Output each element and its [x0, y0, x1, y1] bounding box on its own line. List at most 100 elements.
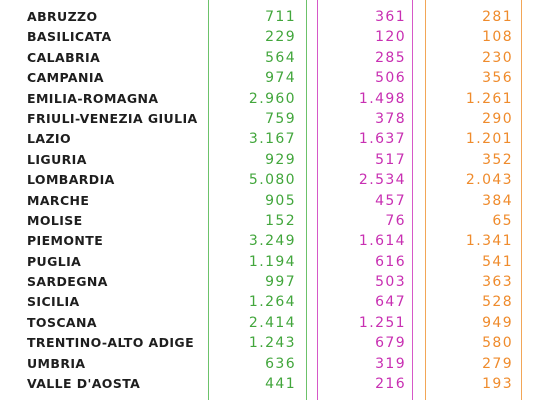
- region-name: UMBRIA: [27, 355, 86, 371]
- value-green: 905: [265, 192, 296, 209]
- value-green: 636: [265, 355, 296, 372]
- table-row: ABRUZZO 711 361 281: [0, 7, 545, 27]
- value-green: 3.249: [248, 233, 296, 250]
- value-green: 929: [265, 151, 296, 168]
- table-row: TRENTINO-ALTO ADIGE 1.243 679 580: [0, 333, 545, 353]
- value-magenta: 647: [375, 294, 406, 311]
- region-name: PUGLIA: [27, 253, 82, 269]
- table-row: CALABRIA 564 285 230: [0, 48, 545, 68]
- value-green: 441: [265, 376, 296, 393]
- value-magenta: 319: [375, 355, 406, 372]
- region-name: FRIULI-VENEZIA GIULIA: [27, 110, 198, 126]
- column-frame-orange: [425, 0, 522, 400]
- value-magenta: 120: [375, 29, 406, 46]
- table-row: PIEMONTE 3.249 1.614 1.341: [0, 231, 545, 251]
- value-green: 2.960: [248, 90, 296, 107]
- table-row: UMBRIA 636 319 279: [0, 354, 545, 374]
- value-magenta: 1.614: [358, 233, 406, 250]
- value-magenta: 679: [375, 335, 406, 352]
- table-row: PUGLIA 1.194 616 541: [0, 252, 545, 272]
- value-orange: 2.043: [465, 172, 513, 189]
- value-magenta: 457: [375, 192, 406, 209]
- column-frame-magenta: [317, 0, 413, 400]
- value-orange: 281: [482, 9, 513, 25]
- table-row: LAZIO 3.167 1.637 1.201: [0, 129, 545, 149]
- region-name: LOMBARDIA: [27, 172, 115, 188]
- value-orange: 528: [482, 294, 513, 311]
- region-name: TRENTINO-ALTO ADIGE: [27, 335, 195, 351]
- table-row: FRIULI-VENEZIA GIULIA 759 378 290: [0, 109, 545, 129]
- table-row: BASILICATA 229 120 108: [0, 27, 545, 47]
- value-magenta: 2.534: [358, 172, 406, 189]
- table-row: CAMPANIA 974 506 356: [0, 68, 545, 88]
- value-orange: 279: [482, 355, 513, 372]
- value-green: 152: [265, 212, 296, 229]
- table-row: SARDEGNA 997 503 363: [0, 272, 545, 292]
- value-green: 759: [265, 110, 296, 127]
- region-name: PIEMONTE: [27, 233, 104, 249]
- region-name: SARDEGNA: [27, 274, 108, 290]
- region-name: LIGURIA: [27, 151, 87, 167]
- value-magenta: 1.637: [358, 131, 406, 148]
- region-name: VALLE D'AOSTA: [27, 376, 141, 392]
- region-name: BASILICATA: [27, 29, 112, 45]
- value-magenta: 517: [375, 151, 406, 168]
- region-name: ABRUZZO: [27, 9, 98, 24]
- value-magenta: 503: [375, 274, 406, 291]
- table-row: EMILIA-ROMAGNA 2.960 1.498 1.261: [0, 89, 545, 109]
- value-magenta: 285: [375, 49, 406, 66]
- value-green: 1.264: [248, 294, 296, 311]
- value-green: 1.194: [248, 253, 296, 270]
- region-name: LAZIO: [27, 131, 71, 147]
- value-magenta: 76: [385, 212, 406, 229]
- value-orange: 290: [482, 110, 513, 127]
- value-orange: 541: [482, 253, 513, 270]
- value-magenta: 216: [375, 376, 406, 393]
- value-green: 2.414: [248, 314, 296, 331]
- table-row: MOLISE 152 76 65: [0, 211, 545, 231]
- region-name: MARCHE: [27, 192, 90, 208]
- value-green: 3.167: [248, 131, 296, 148]
- value-green: 1.243: [248, 335, 296, 352]
- table-row: VALLE D'AOSTA 441 216 193: [0, 374, 545, 394]
- value-green: 564: [265, 49, 296, 66]
- value-magenta: 361: [375, 9, 406, 25]
- value-orange: 65: [492, 212, 513, 229]
- table-row: MARCHE 905 457 384: [0, 191, 545, 211]
- value-green: 974: [265, 70, 296, 87]
- table-row: LIGURIA 929 517 352: [0, 150, 545, 170]
- table-row: TOSCANA 2.414 1.251 949: [0, 313, 545, 333]
- value-magenta: 378: [375, 110, 406, 127]
- value-magenta: 1.498: [358, 90, 406, 107]
- region-name: CALABRIA: [27, 49, 101, 65]
- value-orange: 580: [482, 335, 513, 352]
- value-orange: 363: [482, 274, 513, 291]
- region-name: MOLISE: [27, 212, 83, 228]
- value-orange: 1.201: [465, 131, 513, 148]
- region-name: CAMPANIA: [27, 70, 104, 86]
- value-orange: 1.341: [465, 233, 513, 250]
- value-green: 229: [265, 29, 296, 46]
- table-row: SICILIA 1.264 647 528: [0, 292, 545, 312]
- value-orange: 356: [482, 70, 513, 87]
- region-name: TOSCANA: [27, 314, 97, 330]
- value-orange: 352: [482, 151, 513, 168]
- region-name: EMILIA-ROMAGNA: [27, 90, 159, 106]
- region-name: SICILIA: [27, 294, 80, 310]
- value-orange: 949: [482, 314, 513, 331]
- value-orange: 108: [482, 29, 513, 46]
- value-magenta: 506: [375, 70, 406, 87]
- value-green: 711: [265, 9, 296, 25]
- table-rows: ABRUZZO 711 361 281 BASILICATA 229 120 108 CALAB…: [0, 7, 545, 394]
- value-magenta: 1.251: [358, 314, 406, 331]
- value-orange: 384: [482, 192, 513, 209]
- value-green: 997: [265, 274, 296, 291]
- table-row: LOMBARDIA 5.080 2.534 2.043: [0, 170, 545, 190]
- column-frame-green: [208, 0, 307, 400]
- value-magenta: 616: [375, 253, 406, 270]
- value-orange: 193: [482, 376, 513, 393]
- value-orange: 1.261: [465, 90, 513, 107]
- value-green: 5.080: [248, 172, 296, 189]
- value-orange: 230: [482, 49, 513, 66]
